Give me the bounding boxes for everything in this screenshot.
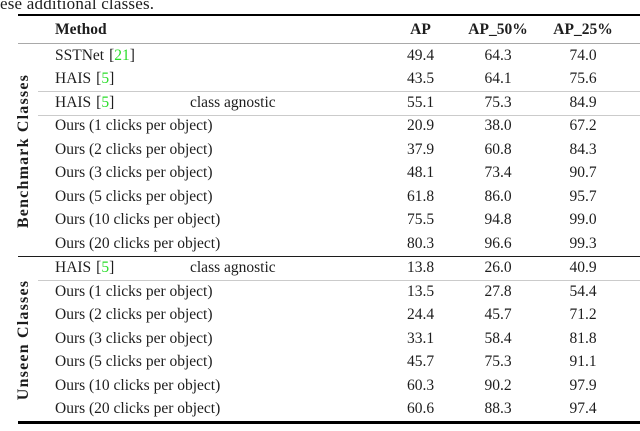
ap-value: 80.3 bbox=[406, 234, 435, 252]
table-row: Ours (2 clicks per object) 37.9 60.8 84.… bbox=[18, 138, 640, 162]
ap-25-value: 95.7 bbox=[569, 187, 597, 205]
unseen-classes-section: HAIS [5] class agnostic 13.8 26.0 40.9 Ou… bbox=[18, 257, 640, 422]
ap-value: 20.9 bbox=[406, 117, 435, 135]
ap-value: 37.9 bbox=[406, 140, 435, 158]
section-divider bbox=[18, 255, 640, 257]
ap-25-value: 84.3 bbox=[569, 140, 597, 158]
method-name: Ours (1 clicks per object) bbox=[55, 117, 213, 135]
ap-50-value: 38.0 bbox=[484, 117, 512, 135]
ap-value: 33.1 bbox=[406, 329, 435, 347]
ap-25-value: 54.4 bbox=[569, 282, 597, 300]
ap-25-value: 75.6 bbox=[569, 70, 597, 88]
method-name: Ours (20 clicks per object) bbox=[55, 234, 221, 252]
table-row: Ours (10 clicks per object) 60.3 90.2 97… bbox=[18, 374, 640, 398]
ap-50-value: 45.7 bbox=[484, 306, 512, 324]
table-row: HAIS [5] class agnostic 55.1 75.3 84.9 bbox=[18, 91, 640, 115]
ap-value: 60.3 bbox=[406, 376, 435, 394]
ap-50-value: 27.8 bbox=[484, 282, 512, 300]
method-name: HAIS bbox=[55, 70, 92, 88]
column-header-method: Method bbox=[55, 20, 107, 38]
table-row: Ours (20 clicks per object) 60.6 88.3 97… bbox=[18, 398, 640, 422]
ap-25-value: 84.9 bbox=[569, 93, 597, 111]
method-name: Ours (10 clicks per object) bbox=[55, 376, 221, 394]
method-name: HAIS bbox=[55, 259, 92, 277]
ap-value: 13.8 bbox=[406, 259, 435, 277]
table-row: Ours (3 clicks per object) 33.1 58.4 81.… bbox=[18, 327, 640, 351]
citation[interactable]: [21] bbox=[109, 46, 135, 64]
ap-value: 61.8 bbox=[406, 187, 435, 205]
table-row: Ours (20 clicks per object) 80.3 96.6 99… bbox=[18, 232, 640, 256]
method-name: Ours (3 clicks per object) bbox=[55, 164, 213, 182]
method-name: Ours (2 clicks per object) bbox=[55, 140, 213, 158]
ap-25-value: 97.9 bbox=[569, 376, 597, 394]
ap-50-value: 64.3 bbox=[484, 46, 512, 64]
ap-value: 49.4 bbox=[406, 46, 435, 64]
table-row: Ours (1 clicks per object) 13.5 27.8 54.… bbox=[18, 280, 640, 304]
column-header-ap: AP bbox=[410, 20, 431, 38]
variant-note: class agnostic bbox=[190, 259, 276, 277]
ap-50-value: 60.8 bbox=[484, 140, 512, 158]
ap-value: 45.7 bbox=[406, 353, 435, 371]
method-name: Ours (1 clicks per object) bbox=[55, 282, 213, 300]
table-row: Ours (3 clicks per object) 48.1 73.4 90.… bbox=[18, 162, 640, 186]
caption-fragment: ese additional classes. bbox=[0, 0, 155, 13]
ap-25-value: 67.2 bbox=[569, 117, 597, 135]
ap-50-value: 90.2 bbox=[484, 376, 512, 394]
ap-25-value: 74.0 bbox=[569, 46, 597, 64]
benchmark-classes-section: SSTNet [21] 49.4 64.3 74.0 HAIS [5] 43.5 6… bbox=[18, 44, 640, 256]
table-row: Ours (5 clicks per object) 61.8 86.0 95.… bbox=[18, 185, 640, 209]
ap-value: 43.5 bbox=[406, 70, 435, 88]
method-name: Ours (5 clicks per object) bbox=[55, 187, 213, 205]
ap-value: 75.5 bbox=[406, 211, 435, 229]
method-name: Ours (10 clicks per object) bbox=[55, 211, 221, 229]
ap-value: 13.5 bbox=[406, 282, 435, 300]
ap-50-value: 75.3 bbox=[484, 93, 512, 111]
citation[interactable]: [5] bbox=[96, 93, 115, 111]
table-row: Ours (2 clicks per object) 24.4 45.7 71.… bbox=[18, 304, 640, 328]
ap-25-value: 81.8 bbox=[569, 329, 597, 347]
ap-value: 60.6 bbox=[406, 400, 435, 418]
ap-50-value: 88.3 bbox=[484, 400, 512, 418]
table-row: Ours (10 clicks per object) 75.5 94.8 99… bbox=[18, 209, 640, 233]
ap-value: 24.4 bbox=[406, 306, 435, 324]
table-row: HAIS [5] class agnostic 13.8 26.0 40.9 bbox=[18, 257, 640, 281]
column-header-ap25: AP_25% bbox=[553, 20, 613, 38]
ap-25-value: 91.1 bbox=[569, 353, 597, 371]
table-header-row: Method AP AP_50% AP_25% bbox=[18, 16, 640, 44]
ap-50-value: 94.8 bbox=[484, 211, 512, 229]
method-name: Ours (20 clicks per object) bbox=[55, 400, 221, 418]
ap-50-value: 26.0 bbox=[484, 259, 512, 277]
method-name: Ours (3 clicks per object) bbox=[55, 329, 213, 347]
ap-50-value: 73.4 bbox=[484, 164, 512, 182]
table-row: SSTNet [21] 49.4 64.3 74.0 bbox=[18, 44, 640, 68]
ap-25-value: 71.2 bbox=[569, 306, 597, 324]
ap-value: 48.1 bbox=[406, 164, 435, 182]
variant-note: class agnostic bbox=[190, 93, 276, 111]
table-row: Ours (1 clicks per object) 20.9 38.0 67.… bbox=[18, 114, 640, 139]
table-row: Ours (5 clicks per object) 45.7 75.3 91.… bbox=[18, 351, 640, 375]
method-name: SSTNet bbox=[55, 46, 105, 64]
ap-50-value: 96.6 bbox=[484, 234, 512, 252]
ap-25-value: 97.4 bbox=[569, 400, 597, 418]
column-header-ap50: AP_50% bbox=[468, 20, 528, 38]
ap-value: 55.1 bbox=[406, 93, 435, 111]
ap-50-value: 58.4 bbox=[484, 329, 512, 347]
citation[interactable]: [5] bbox=[96, 70, 115, 88]
ap-25-value: 99.3 bbox=[569, 234, 597, 252]
method-name: Ours (5 clicks per object) bbox=[55, 353, 213, 371]
method-name: HAIS bbox=[55, 93, 92, 111]
citation[interactable]: [5] bbox=[96, 259, 115, 277]
ap-50-value: 75.3 bbox=[484, 353, 512, 371]
results-table: Method AP AP_50% AP_25% SSTNet [21] 49.4 … bbox=[18, 14, 640, 424]
method-name: Ours (2 clicks per object) bbox=[55, 306, 213, 324]
ap-50-value: 64.1 bbox=[484, 70, 512, 88]
table-row: HAIS [5] 43.5 64.1 75.6 bbox=[18, 68, 640, 92]
ap-25-value: 99.0 bbox=[569, 211, 597, 229]
ap-25-value: 90.7 bbox=[569, 164, 597, 182]
ap-25-value: 40.9 bbox=[569, 259, 597, 277]
ap-50-value: 86.0 bbox=[484, 187, 512, 205]
